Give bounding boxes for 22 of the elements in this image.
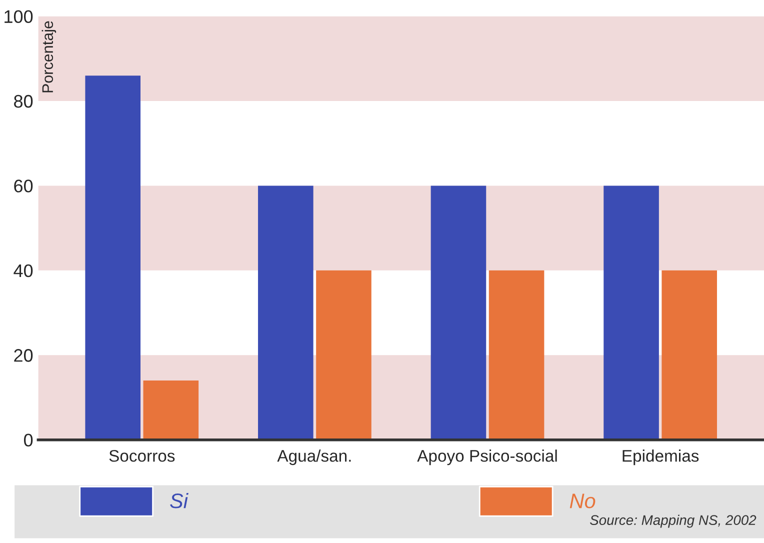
bar [316,270,372,440]
x-tick-label: Agua/san. [277,450,351,466]
bar [258,186,314,440]
bar [662,270,717,440]
y-tick-label: 40 [14,264,33,278]
x-tick-label: Apoyo Psico-social [417,450,557,466]
y-tick-label: 80 [14,94,33,108]
y-tick-label: 20 [14,349,33,362]
legend-label: No [570,494,596,508]
legend-label: Si [170,492,188,508]
x-tick-label: Epidemias [622,450,699,466]
bar [143,380,199,440]
source-note: Source: Mapping NS, 2002 [590,514,756,528]
bar [488,270,544,440]
bar [85,76,141,440]
bar [604,186,659,440]
x-tick-label: Socorros [109,450,175,462]
y-tick-label: 0 [24,434,33,447]
y-axis-title: Porcentaje [42,21,56,92]
y-tick-label: 100 [4,10,33,24]
y-tick-label: 60 [14,180,33,192]
bar [430,186,486,440]
